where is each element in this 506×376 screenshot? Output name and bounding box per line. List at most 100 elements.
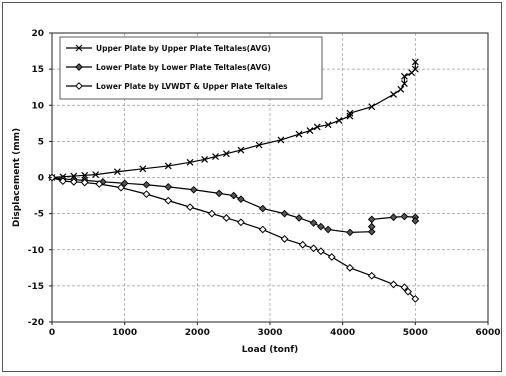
series-2 [48, 173, 420, 237]
legend-entry: Lower Plate by LVWDT & Upper Plate Telta… [66, 82, 288, 91]
data-point [346, 109, 354, 117]
data-point [324, 225, 332, 234]
data-point [316, 247, 325, 256]
data-point [313, 123, 321, 131]
y-tick-label: 20 [31, 29, 44, 39]
y-axis-ticks: -20 -15 -10 -5 0 5 10 15 20 [28, 29, 52, 328]
data-point [237, 195, 245, 204]
legend-entry: Upper Plate by Upper Plate Teltales(AVG) [66, 44, 271, 53]
data-point [80, 178, 89, 187]
data-point [69, 177, 78, 186]
data-point [277, 136, 285, 144]
x-tick-label: 0 [49, 328, 55, 338]
data-point [411, 294, 420, 303]
y-tick-label: 5 [38, 137, 44, 147]
x-tick-label: 3000 [257, 328, 282, 338]
data-point [404, 287, 412, 296]
data-point [258, 204, 267, 213]
legend-entry: Lower Plate by Lower Plate Teltales(AVG) [66, 63, 271, 72]
legend-label: Upper Plate by Upper Plate Teltales(AVG) [96, 44, 271, 53]
data-point [411, 217, 420, 225]
data-point [346, 263, 354, 272]
data-point [280, 235, 289, 243]
series-1 [48, 58, 419, 181]
data-point [164, 183, 173, 191]
data-point [237, 218, 245, 227]
data-point [309, 244, 318, 253]
data-point [92, 171, 100, 179]
data-point [222, 150, 230, 158]
x-tick-label: 6000 [475, 328, 500, 338]
x-axis-ticks: 0 1000 2000 3000 4000 5000 6000 [49, 322, 501, 338]
data-point [58, 177, 67, 186]
data-point [411, 65, 419, 73]
data-point [400, 212, 409, 221]
y-tick-label: 0 [38, 174, 44, 184]
y-tick-label: 15 [31, 65, 44, 75]
data-point [324, 121, 332, 129]
y-tick-label: -20 [28, 318, 44, 328]
data-point [317, 222, 325, 231]
data-point [81, 171, 89, 179]
x-tick-label: 2000 [185, 328, 210, 338]
data-point [397, 85, 405, 93]
legend-label: Lower Plate by Lower Plate Teltales(AVG) [96, 63, 271, 72]
data-point [295, 130, 303, 138]
data-point [411, 58, 419, 66]
data-point [207, 209, 216, 218]
y-tick-label: -10 [28, 246, 44, 256]
data-point [139, 165, 147, 173]
data-point [309, 219, 318, 227]
x-axis-title: Load (tonf) [242, 345, 299, 355]
data-point [164, 196, 173, 205]
y-tick-label: -5 [34, 210, 44, 220]
data-point [120, 179, 129, 188]
data-point [389, 213, 398, 222]
series-layer [48, 58, 420, 303]
data-point [237, 146, 245, 154]
x-tick-label: 5000 [403, 328, 428, 338]
data-point [186, 158, 194, 166]
data-point [255, 141, 263, 149]
data-point [367, 227, 376, 236]
data-point [401, 72, 408, 80]
legend-label: Lower Plate by LVWDT & Upper Plate Telta… [96, 82, 288, 91]
data-point [117, 183, 125, 192]
data-point [346, 228, 354, 237]
data-point [327, 253, 336, 261]
y-tick-label: 10 [31, 101, 44, 111]
data-point [75, 44, 83, 52]
x-tick-label: 1000 [112, 328, 137, 338]
data-point [400, 283, 409, 292]
data-point [142, 190, 151, 199]
data-point [367, 215, 376, 224]
data-point [75, 63, 83, 71]
data-point [368, 103, 376, 111]
x-tick-label: 4000 [330, 328, 355, 338]
data-point [367, 271, 376, 280]
data-point [215, 189, 223, 198]
y-axis-title: Displacement (mm) [12, 128, 22, 227]
data-point [164, 162, 172, 170]
data-point [258, 225, 267, 234]
data-point [201, 156, 209, 163]
data-point [389, 280, 398, 289]
data-point [189, 185, 198, 194]
data-point [390, 90, 397, 98]
data-point [401, 80, 408, 87]
data-point [212, 153, 219, 160]
y-tick-label: -15 [28, 282, 44, 292]
legend-box [59, 36, 323, 100]
data-point [306, 127, 314, 134]
data-point [113, 168, 121, 176]
data-point [298, 240, 307, 249]
data-point [367, 222, 376, 231]
data-point [186, 203, 194, 212]
series-3 [48, 173, 420, 303]
legend: Upper Plate by Upper Plate Teltales(AVG)… [59, 36, 323, 100]
data-point [295, 214, 303, 222]
data-point [142, 180, 151, 189]
data-point [280, 209, 289, 218]
data-point [229, 191, 238, 200]
